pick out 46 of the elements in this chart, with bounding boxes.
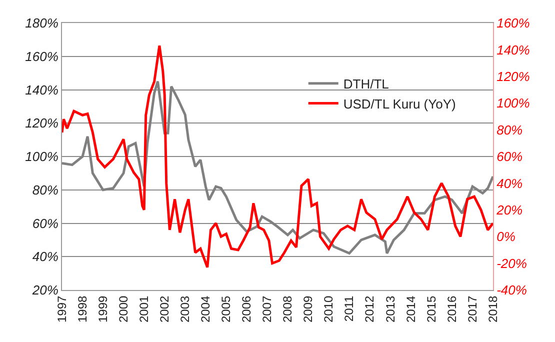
x-tick-label: 2010 bbox=[322, 295, 336, 323]
y2-tick-label: 160% bbox=[496, 16, 530, 31]
x-tick-label: 2003 bbox=[178, 295, 192, 323]
y2-tick-label: 60% bbox=[496, 149, 523, 164]
x-tick-label: 2000 bbox=[116, 295, 130, 323]
y-tick-label: 140% bbox=[25, 82, 58, 98]
x-tick-label: 2004 bbox=[198, 295, 213, 323]
x-tick-label: 2007 bbox=[260, 295, 274, 323]
x-tick-label: 2015 bbox=[424, 295, 438, 323]
legend-label: USD/TL Kuru (YoY) bbox=[343, 96, 456, 112]
x-tick-label: 1997 bbox=[54, 295, 69, 323]
y2-tick-label: 140% bbox=[496, 42, 530, 58]
y-tick-label: 120% bbox=[25, 116, 58, 131]
y2-tick-label: 120% bbox=[496, 68, 530, 84]
y-tick-label: 100% bbox=[25, 149, 58, 164]
line-series bbox=[62, 44, 493, 269]
y-tick-label: 80% bbox=[32, 182, 58, 198]
line-series bbox=[62, 80, 493, 255]
y2-tick-label: -40% bbox=[496, 282, 527, 298]
y-tick-label: 160% bbox=[25, 48, 58, 64]
x-tick-label: 2016 bbox=[444, 295, 459, 323]
x-tick-label: 2018 bbox=[486, 295, 500, 323]
x-tick-label: 2005 bbox=[219, 295, 234, 323]
x-tick-label: 1998 bbox=[75, 295, 90, 323]
y2-tick-label: 20% bbox=[496, 202, 523, 218]
x-tick-label: 2013 bbox=[383, 295, 398, 323]
y2-tick-label: 0% bbox=[496, 229, 516, 244]
x-tick-label: 1999 bbox=[96, 295, 110, 323]
x-tick-label: 2008 bbox=[280, 295, 295, 323]
x-tick-label: 2001 bbox=[137, 295, 151, 323]
x-tick-label: 2009 bbox=[301, 295, 316, 323]
x-tick-label: 2006 bbox=[240, 295, 254, 323]
x-tick-label: 2014 bbox=[404, 295, 418, 323]
y2-tick-label: -20% bbox=[496, 256, 527, 271]
y2-tick-label: 100% bbox=[496, 96, 530, 111]
x-tick-label: 2012 bbox=[362, 295, 377, 323]
y2-tick-label: 80% bbox=[496, 122, 523, 138]
y-tick-label: 60% bbox=[32, 216, 58, 231]
legend-label: DTH/TL bbox=[343, 76, 389, 92]
y-tick-label: 180% bbox=[25, 16, 58, 31]
y-tick-label: 20% bbox=[31, 282, 58, 298]
y2-tick-label: 40% bbox=[496, 176, 523, 191]
x-tick-label: 2017 bbox=[465, 295, 480, 323]
x-tick-label: 2002 bbox=[158, 295, 172, 323]
x-tick-label: 2011 bbox=[342, 295, 356, 322]
y-tick-label: 40% bbox=[32, 249, 58, 264]
